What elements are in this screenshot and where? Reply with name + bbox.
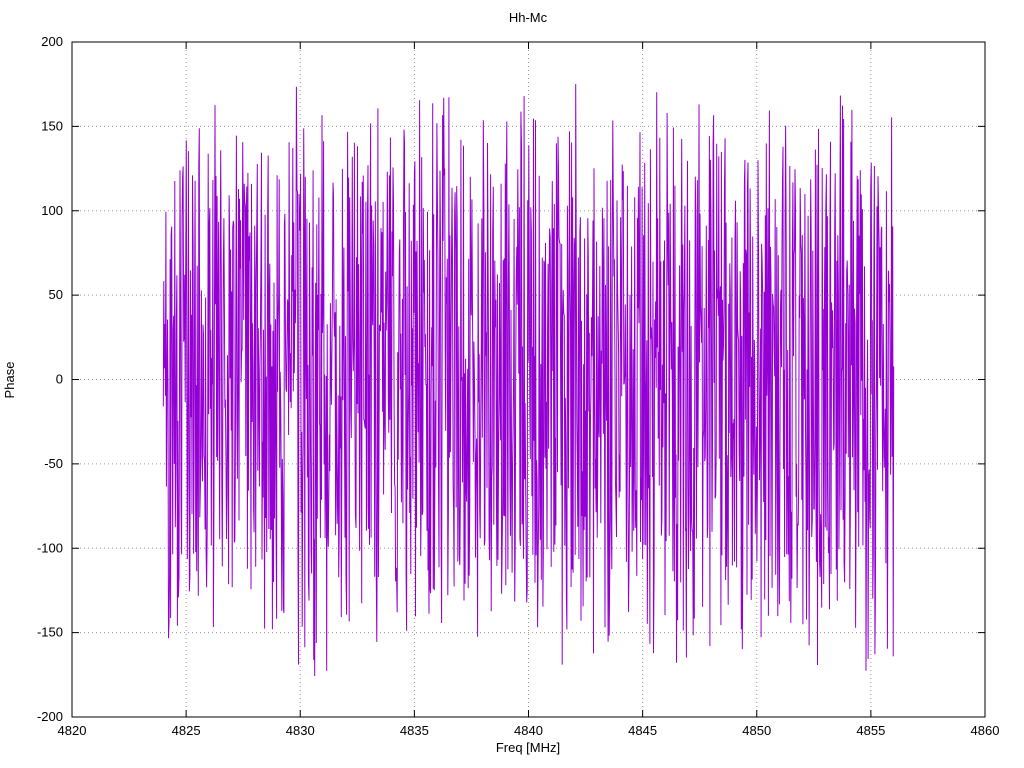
series-phase [162,84,895,677]
y-tick-label: -50 [44,456,63,471]
y-tick-label: -100 [37,540,63,555]
x-tick-label: 4835 [400,723,429,738]
y-tick-label: 150 [41,118,63,133]
y-tick-label: 0 [56,372,63,387]
y-tick-label: 50 [49,287,63,302]
x-tick-label: 4855 [856,723,885,738]
chart-title: Hh-Mc [509,10,548,25]
x-tick-label: 4820 [58,723,87,738]
y-tick-label: -150 [37,625,63,640]
frame-layer [71,41,986,718]
x-tick-label: 4830 [286,723,315,738]
y-tick-label: -200 [37,709,63,724]
y-tick-label: 100 [41,203,63,218]
label-layer: 4820 4825 4830 4835 4840 4845 4850 4855 4860 -200… [37,34,999,738]
x-axis-label: Freq [MHz] [496,740,560,755]
x-tick-label: 4840 [514,723,543,738]
y-axis-label: Phase [2,362,17,399]
x-tick-label: 4850 [742,723,771,738]
data-layer [162,84,895,677]
x-tick-label: 4845 [628,723,657,738]
x-tick-label: 4825 [172,723,201,738]
y-tick-label: 200 [41,34,63,49]
x-tick-label: 4860 [971,723,1000,738]
